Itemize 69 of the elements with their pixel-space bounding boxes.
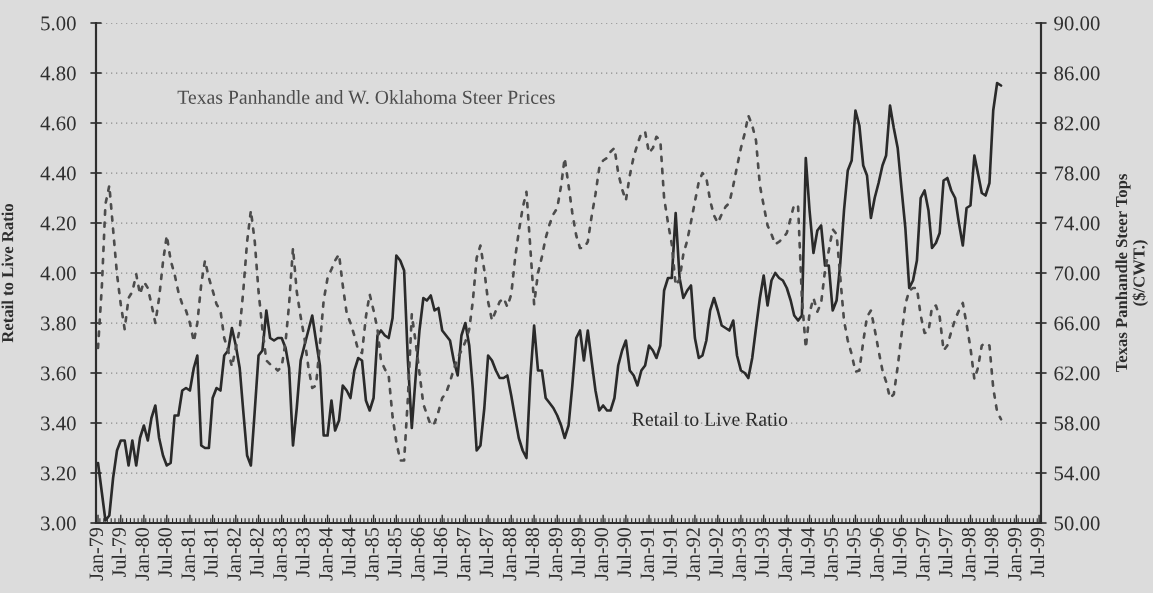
- x-tick-label: Jan-95: [824, 527, 838, 581]
- x-tick-label: Jul-94: [800, 527, 815, 578]
- x-tick-label: Jul-93: [754, 527, 769, 578]
- x-tick-label: Jul-84: [341, 527, 356, 578]
- line-series: [96, 114, 1003, 462]
- x-tick-label: Jul-92: [708, 528, 723, 578]
- x-tick-label: Jan-88: [502, 527, 517, 581]
- x-tick-label: Jul-89: [570, 527, 586, 578]
- y2-tick-label: 62.00: [1054, 366, 1100, 381]
- x-tick-label: Jul-79: [111, 527, 126, 578]
- y-tick-label: 5.00: [41, 16, 76, 31]
- y-tick-label: 4.60: [40, 116, 76, 131]
- x-tick-label: Jan-83: [273, 527, 287, 581]
- x-tick-label: Jan-96: [870, 527, 884, 581]
- x-tick-label: Jul-86: [433, 527, 448, 578]
- y2-tick-label: 58.00: [1054, 416, 1100, 431]
- x-tick-label: Jul-85: [387, 527, 402, 578]
- x-tick-label: Jul-99: [1029, 527, 1045, 578]
- x-tick-label: Jan-91: [640, 528, 655, 581]
- x-tick-label: Jul-87: [478, 527, 494, 578]
- x-tick-label: Jan-98: [961, 527, 976, 581]
- y2-tick-label: 54.00: [1054, 466, 1100, 481]
- x-tick-label: Jul-81: [203, 528, 218, 578]
- y2-tick-label: 50.00: [1054, 516, 1100, 531]
- x-tick-label: Jan-87: [456, 527, 471, 581]
- x-tick-label: Jan-97: [916, 527, 930, 581]
- x-tick-label: Jan-80: [135, 527, 149, 581]
- x-tick-label: Jan-92: [686, 528, 700, 581]
- y-tick-label: 3.40: [41, 416, 76, 431]
- x-tick-label: Jan-84: [319, 527, 333, 581]
- text: Texas Panhandle and W. Oklahoma Steer Prices: [177, 90, 555, 105]
- x-tick-label: Jan-94: [778, 527, 792, 581]
- y2-tick-label: 74.00: [1054, 216, 1100, 231]
- y-axis-title: Retail to Live Ratio: [1, 203, 14, 343]
- y2-tick-label: 66.00: [1054, 316, 1100, 331]
- x-tick-label: Jul-96: [892, 527, 907, 578]
- y2-tick-label: 90.00: [1054, 16, 1100, 31]
- x-tick-label: Jan-90: [594, 527, 609, 581]
- y-tick-label: 3.60: [41, 366, 76, 381]
- y-tick-label: 4.80: [40, 66, 76, 81]
- x-tick-label: Jul-91: [662, 528, 677, 578]
- x-tick-label: Jul-90: [616, 527, 631, 578]
- x-tick-label: Jul-80: [157, 527, 172, 578]
- y-tick-label: 4.40: [40, 166, 76, 181]
- x-tick-label: Jul-97: [938, 527, 953, 578]
- x-tick-label: Jan-85: [365, 527, 379, 581]
- x-tick-label: Jan-82: [227, 528, 241, 581]
- y2-tick-label: 86.00: [1054, 66, 1100, 81]
- x-tick-label: Jul-82: [249, 528, 264, 578]
- x-tick-label: Jul-88: [524, 527, 540, 578]
- y-tick-label: 3.00: [41, 516, 76, 531]
- x-tick-label: Jan-79: [89, 527, 104, 581]
- y-tick-label: 4.00: [40, 266, 76, 281]
- x-tick-label: Jan-81: [181, 528, 195, 581]
- x-tick-label: Jan-86: [410, 527, 425, 581]
- series-label: Retail to Live Ratio: [632, 412, 788, 426]
- y-tick-label: 4.20: [40, 216, 76, 231]
- y2-tick-label: 70.00: [1054, 266, 1100, 281]
- x-tick-label: Jul-95: [846, 527, 861, 578]
- x-tick-label: Jan-89: [548, 527, 563, 581]
- y-tick-label: 3.20: [41, 466, 76, 481]
- y2-axis-title: Texas Panhandle Steer Tops ($/CWT.): [1115, 174, 1148, 373]
- y-tick-label: 3.80: [41, 316, 76, 331]
- y2-tick-label: 82.00: [1054, 116, 1100, 131]
- x-tick-label: Jul-83: [295, 527, 310, 578]
- y2-tick-label: 78.00: [1054, 166, 1100, 181]
- x-tick-label: Jan-93: [732, 527, 746, 581]
- x-tick-label: Jul-98: [984, 527, 999, 578]
- x-tick-label: Jan-99: [1007, 527, 1022, 581]
